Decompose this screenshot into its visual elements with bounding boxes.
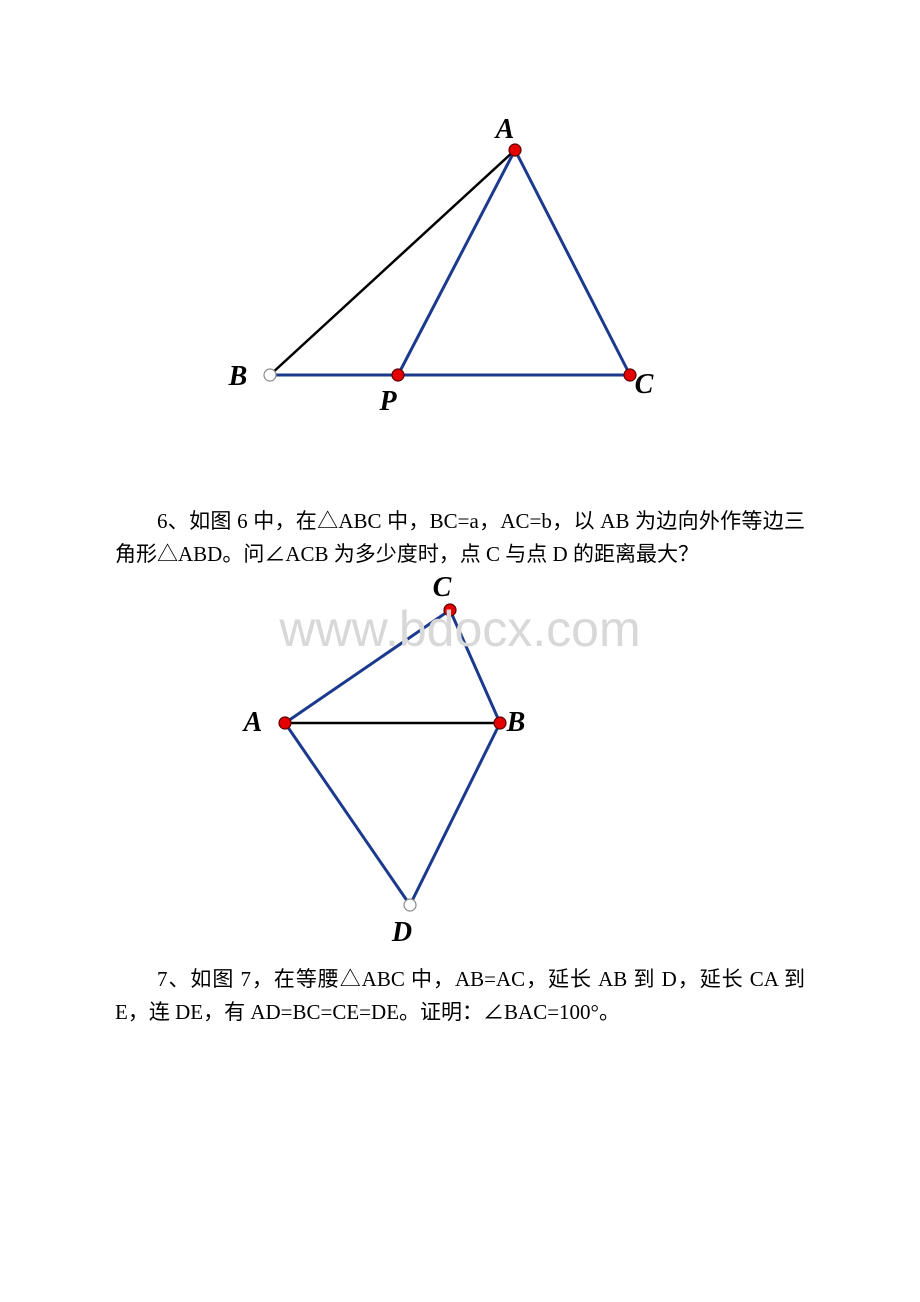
segment-CB bbox=[450, 610, 500, 723]
vertex-C bbox=[444, 604, 456, 616]
segment-AP bbox=[398, 150, 515, 375]
vertex-label-A: A bbox=[242, 707, 263, 738]
segment-BD bbox=[410, 723, 500, 905]
vertex-label-C: C bbox=[635, 369, 654, 400]
vertex-label-P: P bbox=[378, 386, 397, 417]
segment-AB bbox=[270, 150, 515, 375]
vertex-D bbox=[404, 899, 416, 911]
problem-7-content: 7、如图 7，在等腰△ABC 中，AB=AC，延长 AB 到 D，延长 CA 到… bbox=[115, 967, 805, 1024]
problem-6-text: 6、如图 6 中，在△ABC 中，BC=a，AC=b，以 AB 为边向外作等边三… bbox=[0, 505, 920, 570]
vertex-P bbox=[392, 369, 404, 381]
vertex-B bbox=[264, 369, 276, 381]
vertex-B bbox=[494, 717, 506, 729]
vertex-label-D: D bbox=[391, 917, 412, 945]
problem-7-text: 7、如图 7，在等腰△ABC 中，AB=AC，延长 AB 到 D，延长 CA 到… bbox=[0, 963, 920, 1028]
vertex-label-A: A bbox=[494, 114, 515, 145]
problem-6-content: 6、如图 6 中，在△ABC 中，BC=a，AC=b，以 AB 为边向外作等边三… bbox=[115, 509, 805, 566]
segment-AD bbox=[285, 723, 410, 905]
vertex-label-B: B bbox=[506, 707, 526, 738]
vertex-A bbox=[279, 717, 291, 729]
segment-CA bbox=[515, 150, 630, 375]
figure-6-svg: C A B D bbox=[180, 575, 740, 945]
vertex-label-B: B bbox=[228, 361, 248, 392]
vertex-A bbox=[509, 144, 521, 156]
figure-5-wrap: A B P C bbox=[0, 0, 920, 465]
figure-6-wrap: C A B D bbox=[0, 570, 920, 945]
segment-AC bbox=[285, 610, 450, 723]
vertex-label-C: C bbox=[433, 575, 452, 603]
figure-5-svg: A B P C bbox=[180, 105, 740, 465]
